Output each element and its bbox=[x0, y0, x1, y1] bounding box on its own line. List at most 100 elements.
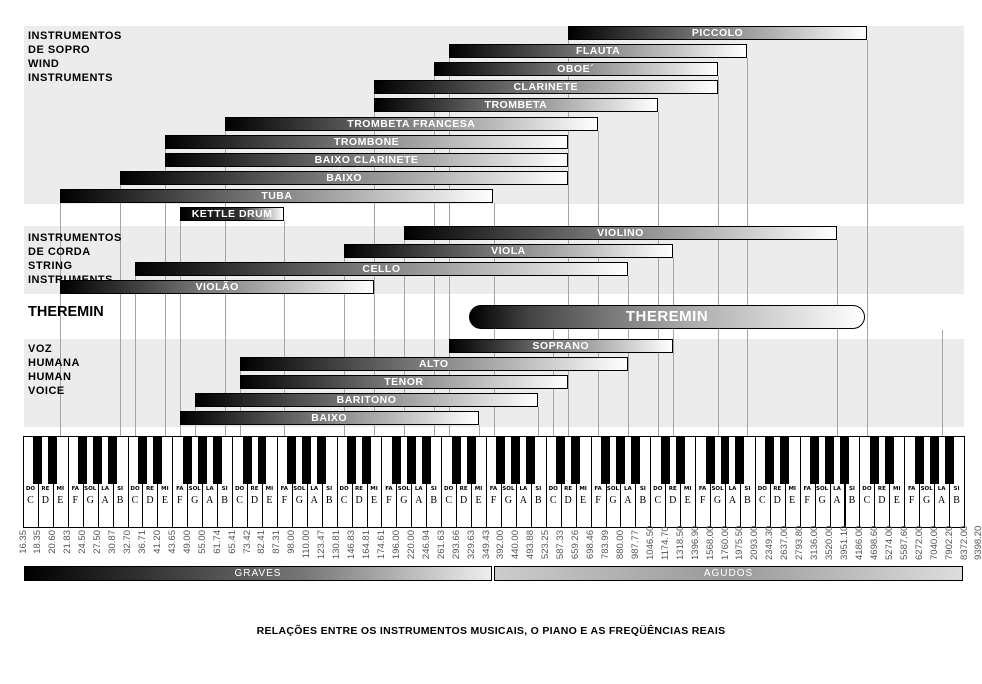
frequency-label: 2637.00 bbox=[779, 525, 791, 560]
black-key bbox=[347, 436, 357, 484]
solfege-label: LA bbox=[937, 486, 946, 492]
instrument-range-bar: BAIXO CLARINETE bbox=[164, 152, 569, 167]
range-guide-line bbox=[673, 258, 674, 436]
note-letter-label: E bbox=[370, 495, 378, 506]
frequency-label: 123.47 bbox=[316, 530, 328, 560]
black-key bbox=[840, 436, 849, 484]
note-letter-label: B bbox=[953, 495, 960, 506]
frequency-label: 523.25 bbox=[540, 530, 552, 560]
note-letter-label: B bbox=[534, 495, 542, 506]
solfege-label: SI bbox=[535, 486, 542, 492]
note-letter-label: F bbox=[908, 495, 915, 506]
note-letter-label: F bbox=[595, 495, 601, 506]
instrument-range-bar: BAIXO bbox=[120, 170, 569, 185]
solfege-label: RE bbox=[41, 486, 50, 492]
instrument-range-bar: PICCOLO bbox=[568, 26, 867, 40]
solfege-label: SOL bbox=[397, 486, 410, 492]
piano-keyboard: DO C RE D MI E FA F SOL G LA A SI B DO C RE D MI E FA F SOL G LA… bbox=[23, 436, 965, 528]
frequency-label: 783.99 bbox=[600, 530, 612, 560]
black-key bbox=[152, 436, 162, 484]
solfege-label: FA bbox=[594, 486, 602, 492]
solfege-label: SI bbox=[639, 486, 646, 492]
frequency-label: 2349.30 bbox=[764, 525, 776, 560]
note-letter-label: C bbox=[759, 495, 766, 506]
frequency-label: 246.94 bbox=[420, 530, 432, 560]
solfege-label: MI bbox=[161, 486, 169, 492]
range-guide-line bbox=[180, 221, 181, 436]
solfege-label: SOL bbox=[84, 486, 97, 492]
note-letter-label: A bbox=[206, 495, 214, 506]
frequency-label: 130.81 bbox=[331, 530, 343, 560]
black-key bbox=[810, 436, 820, 484]
note-letter-label: G bbox=[86, 495, 94, 506]
graves-range-bar: GRAVES bbox=[24, 566, 492, 581]
frequency-label: 41.20 bbox=[151, 530, 163, 554]
frequency-label: 20.60 bbox=[47, 530, 59, 554]
black-key bbox=[48, 436, 58, 484]
range-guide-line bbox=[404, 240, 405, 436]
black-key bbox=[212, 436, 222, 484]
frequency-label: 7040.00 bbox=[928, 525, 940, 560]
solfege-label: DO bbox=[234, 486, 245, 492]
solfege-label: LA bbox=[205, 486, 214, 492]
frequency-label: 1046.50 bbox=[644, 525, 656, 560]
frequency-label: 43.65 bbox=[166, 530, 178, 554]
solfege-label: SI bbox=[117, 486, 124, 492]
black-key bbox=[929, 436, 939, 484]
black-key bbox=[571, 436, 581, 484]
note-letter-label: E bbox=[684, 495, 691, 506]
solfege-label: LA bbox=[101, 486, 110, 492]
range-guide-line bbox=[344, 258, 345, 436]
frequency-label: 87.31 bbox=[271, 530, 283, 554]
instrument-range-bar: CELLO bbox=[135, 262, 628, 277]
solfege-label: DO bbox=[25, 486, 36, 492]
solfege-label: DO bbox=[862, 486, 872, 492]
note-letter-label: F bbox=[177, 495, 183, 506]
note-letter-label: D bbox=[773, 495, 781, 506]
solfege-label: SOL bbox=[816, 486, 829, 492]
note-letter-label: B bbox=[848, 495, 856, 506]
note-letter-label: A bbox=[101, 495, 109, 506]
frequency-label: 9398.20 bbox=[973, 525, 982, 560]
solfege-label: LA bbox=[728, 486, 737, 492]
black-key bbox=[302, 436, 312, 484]
solfege-label: LA bbox=[310, 486, 319, 492]
note-letter-label: D bbox=[250, 495, 259, 506]
solfege-label: RE bbox=[250, 486, 259, 492]
note-letter-label: D bbox=[146, 495, 154, 506]
note-letter-label: G bbox=[400, 495, 408, 506]
instrument-range-bar: TROMBETA FRANCESA bbox=[224, 116, 599, 131]
black-key bbox=[705, 436, 715, 484]
black-key bbox=[362, 436, 371, 484]
black-key bbox=[257, 436, 267, 484]
note-letter-label: E bbox=[580, 495, 587, 506]
black-key bbox=[675, 436, 685, 484]
range-guide-line bbox=[538, 407, 539, 436]
note-letter-label: D bbox=[41, 495, 49, 506]
frequency-label: 49.00 bbox=[181, 530, 193, 554]
instrument-range-bar: TENOR bbox=[239, 375, 569, 390]
note-letter-label: G bbox=[295, 495, 303, 506]
solfege-label: RE bbox=[355, 486, 364, 492]
note-letter-label: A bbox=[519, 495, 527, 506]
solfege-label: DO bbox=[444, 486, 454, 492]
black-key bbox=[108, 436, 118, 484]
instrument-range-bar: CLARINETE bbox=[374, 80, 718, 95]
solfege-label: DO bbox=[653, 486, 663, 492]
note-letter-label: D bbox=[564, 495, 572, 506]
black-key bbox=[735, 436, 745, 484]
instrument-range-bar: VIOLA bbox=[344, 244, 673, 259]
solfege-label: RE bbox=[564, 486, 573, 492]
note-letter-label: C bbox=[131, 495, 139, 506]
black-key bbox=[287, 436, 297, 484]
note-letter-label: E bbox=[893, 495, 900, 506]
note-letter-label: E bbox=[266, 495, 273, 506]
frequency-label: 659.26 bbox=[570, 530, 582, 560]
frequency-label: 55.00 bbox=[196, 530, 208, 554]
black-key bbox=[242, 436, 252, 484]
range-guide-line bbox=[598, 131, 599, 436]
frequency-label: 6272.00 bbox=[913, 525, 925, 560]
note-letter-label: C bbox=[445, 495, 453, 506]
solfege-label: FA bbox=[280, 486, 289, 492]
note-letter-label: F bbox=[281, 495, 288, 506]
